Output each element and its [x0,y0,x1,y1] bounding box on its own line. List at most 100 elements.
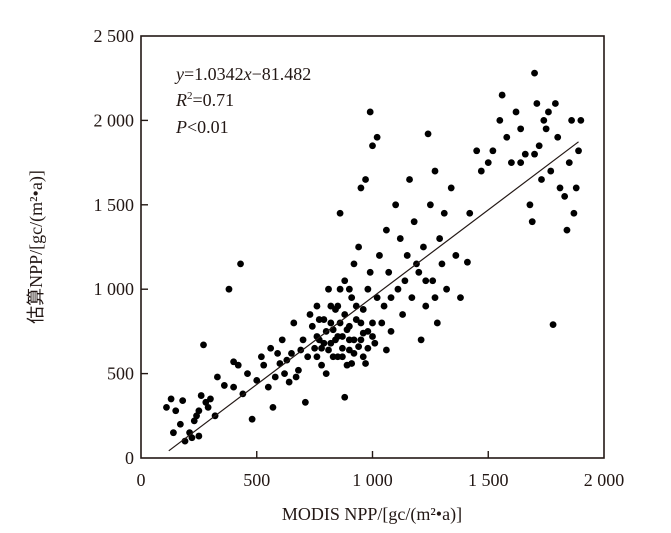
data-point [350,260,358,268]
data-point [213,373,221,381]
data-point [327,302,335,310]
p-annotation: P<0.01 [175,117,229,137]
data-point [577,117,585,124]
data-point [517,159,525,167]
data-point [575,147,582,155]
data-point [322,370,330,377]
data-point [392,201,400,209]
data-point [503,133,511,141]
data-point [283,356,291,364]
data-point [473,147,481,155]
y-tick-label: 1 000 [94,279,135,299]
data-point [348,294,356,302]
data-point [299,336,307,344]
data-point [396,235,404,242]
data-point [457,294,464,302]
y-tick-label: 2 500 [94,26,135,46]
data-point [376,252,383,259]
data-point [382,346,390,354]
data-point [345,285,353,293]
data-point [359,353,367,361]
data-point [466,209,474,217]
data-point [498,91,506,99]
data-point [267,344,275,352]
data-point [417,336,425,344]
data-point [311,344,319,352]
data-point [540,117,548,124]
data-point [292,373,300,381]
data-point [244,370,251,377]
ticks: 0 500 1 000 1 500 2 000 0 500 1 000 1 500 2 000 2 … [94,26,625,490]
data-point [332,336,339,344]
data-point [163,403,170,411]
data-point [359,329,367,337]
data-point [369,333,376,340]
data-point [362,360,369,367]
data-point [325,285,332,293]
data-point [549,321,557,329]
data-point [195,432,203,440]
data-point [406,176,413,183]
x-axis-title: MODIS NPP/[gc/(m²•a)] [282,504,462,525]
data-point [424,130,432,138]
data-point [295,366,302,374]
data-point [345,322,353,330]
data-point [410,218,418,226]
data-point [531,150,538,158]
data-point [304,353,312,361]
data-point [489,147,497,155]
data-point [260,361,268,369]
data-point [336,209,344,217]
data-point [220,382,228,389]
data-point [207,395,214,403]
data-point [570,209,578,217]
data-point [364,344,372,352]
x-tick-label: 500 [243,470,270,490]
data-point [350,336,358,344]
data-point [318,361,325,369]
data-point [542,125,550,133]
data-point [264,383,272,391]
data-point [301,398,309,406]
data-point [452,252,460,259]
data-point [547,167,555,175]
data-point [380,302,388,310]
data-point [535,142,543,150]
data-point [385,268,393,276]
data-point [188,434,196,442]
data-point [336,285,344,293]
equation-annotation: y=1.0342x−81.482 [174,64,311,84]
data-point [308,322,316,330]
data-point [554,133,562,141]
data-point [438,260,446,268]
data-point [521,150,529,158]
data-point [230,383,238,391]
data-point [172,407,180,415]
data-point [420,243,427,251]
data-point [382,226,390,234]
x-tick-label: 1 000 [352,470,393,490]
data-point [512,108,520,116]
data-point [200,341,207,349]
data-point [477,167,485,175]
data-point [297,346,305,354]
data-point [225,285,233,293]
data-point [464,258,471,266]
data-point [517,125,525,133]
data-point [334,353,342,361]
data-point [533,100,541,107]
data-point [545,108,552,116]
data-point [394,285,402,293]
data-point [237,260,244,268]
data-point [327,319,335,327]
data-point [565,159,573,167]
data-point [415,268,423,276]
data-point [281,370,288,377]
data-point [345,346,353,354]
data-point [431,294,439,302]
x-tick-label: 1 500 [468,470,509,490]
data-point [230,358,238,366]
data-point [355,343,363,350]
data-point [336,319,344,327]
y-tick-label: 0 [125,448,134,468]
